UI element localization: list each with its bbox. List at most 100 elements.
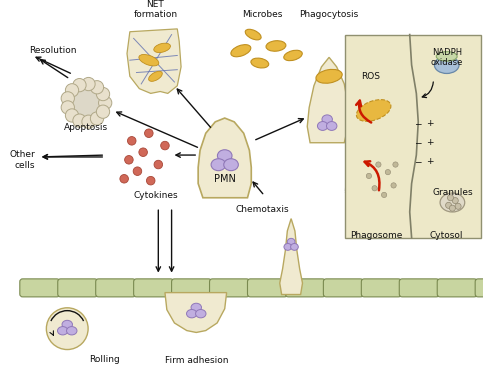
Circle shape: [366, 173, 371, 178]
FancyBboxPatch shape: [247, 279, 287, 297]
Ellipse shape: [196, 310, 206, 318]
FancyBboxPatch shape: [361, 279, 401, 297]
Ellipse shape: [62, 320, 73, 328]
Ellipse shape: [191, 303, 201, 311]
Text: −: −: [415, 119, 422, 128]
Circle shape: [71, 88, 101, 118]
Circle shape: [447, 195, 454, 201]
Ellipse shape: [67, 327, 77, 335]
Text: Apoptosis: Apoptosis: [64, 123, 108, 132]
Circle shape: [147, 177, 155, 185]
Polygon shape: [127, 29, 181, 93]
Polygon shape: [345, 34, 481, 238]
Ellipse shape: [224, 159, 238, 170]
Circle shape: [139, 148, 147, 156]
Circle shape: [61, 101, 74, 114]
Circle shape: [98, 96, 112, 110]
Ellipse shape: [291, 243, 298, 250]
FancyBboxPatch shape: [58, 279, 98, 297]
Text: Rolling: Rolling: [89, 355, 120, 364]
Circle shape: [90, 81, 103, 94]
Circle shape: [82, 115, 95, 129]
Text: −: −: [415, 157, 422, 166]
Circle shape: [61, 92, 74, 105]
Ellipse shape: [436, 52, 457, 61]
Circle shape: [97, 87, 110, 101]
Text: Granules: Granules: [432, 188, 473, 197]
Text: +: +: [426, 119, 433, 128]
Ellipse shape: [287, 239, 295, 245]
Text: Firm adhesion: Firm adhesion: [165, 356, 228, 366]
Ellipse shape: [139, 54, 159, 66]
Polygon shape: [165, 293, 226, 333]
Text: +: +: [426, 138, 433, 147]
Ellipse shape: [434, 56, 459, 73]
Ellipse shape: [218, 150, 232, 162]
Circle shape: [73, 79, 86, 92]
Ellipse shape: [154, 43, 171, 53]
Text: Phagocytosis: Phagocytosis: [299, 11, 359, 19]
Circle shape: [82, 77, 95, 91]
Ellipse shape: [245, 29, 261, 40]
Text: Microbes: Microbes: [243, 11, 283, 19]
Circle shape: [452, 198, 458, 204]
Text: Cytokines: Cytokines: [133, 191, 178, 200]
Ellipse shape: [318, 122, 328, 130]
Circle shape: [445, 202, 452, 208]
FancyBboxPatch shape: [399, 279, 439, 297]
Circle shape: [372, 186, 377, 191]
FancyBboxPatch shape: [20, 279, 60, 297]
Circle shape: [127, 136, 136, 145]
Ellipse shape: [322, 115, 332, 124]
Ellipse shape: [284, 50, 302, 60]
Circle shape: [376, 162, 381, 167]
Ellipse shape: [316, 70, 342, 83]
Circle shape: [154, 160, 163, 169]
FancyBboxPatch shape: [210, 279, 249, 297]
Ellipse shape: [211, 159, 226, 170]
Ellipse shape: [187, 310, 197, 318]
FancyBboxPatch shape: [475, 279, 490, 297]
Circle shape: [124, 155, 133, 164]
Circle shape: [73, 114, 86, 127]
Circle shape: [65, 84, 79, 97]
Ellipse shape: [356, 100, 391, 121]
Circle shape: [391, 183, 396, 188]
Text: ROS: ROS: [361, 72, 380, 81]
Text: Chemotaxis: Chemotaxis: [236, 204, 290, 214]
Circle shape: [449, 205, 455, 211]
Circle shape: [455, 203, 461, 209]
Text: Cytosol: Cytosol: [430, 231, 464, 240]
Polygon shape: [307, 57, 348, 143]
FancyBboxPatch shape: [172, 279, 212, 297]
Text: NADPH
oxidase: NADPH oxidase: [431, 48, 463, 67]
Circle shape: [393, 162, 398, 167]
Circle shape: [120, 175, 128, 183]
Circle shape: [90, 112, 103, 125]
FancyBboxPatch shape: [323, 279, 363, 297]
Text: Other
cells: Other cells: [9, 150, 35, 169]
Circle shape: [145, 129, 153, 138]
FancyBboxPatch shape: [437, 279, 477, 297]
Ellipse shape: [231, 45, 251, 57]
Ellipse shape: [251, 58, 269, 68]
Text: Phagosome: Phagosome: [350, 231, 403, 240]
Circle shape: [47, 308, 88, 350]
Circle shape: [381, 192, 387, 198]
Ellipse shape: [284, 243, 292, 250]
Text: NET
formation: NET formation: [133, 0, 177, 19]
Polygon shape: [280, 218, 302, 294]
Circle shape: [133, 167, 142, 175]
FancyBboxPatch shape: [96, 279, 136, 297]
FancyBboxPatch shape: [134, 279, 173, 297]
Ellipse shape: [440, 193, 465, 212]
Circle shape: [385, 169, 391, 175]
Circle shape: [97, 105, 110, 118]
FancyBboxPatch shape: [286, 279, 325, 297]
Circle shape: [161, 141, 169, 150]
Ellipse shape: [266, 41, 286, 51]
Text: Resolution: Resolution: [29, 46, 77, 55]
Polygon shape: [198, 118, 251, 198]
Text: +: +: [426, 157, 433, 166]
Ellipse shape: [326, 122, 337, 130]
